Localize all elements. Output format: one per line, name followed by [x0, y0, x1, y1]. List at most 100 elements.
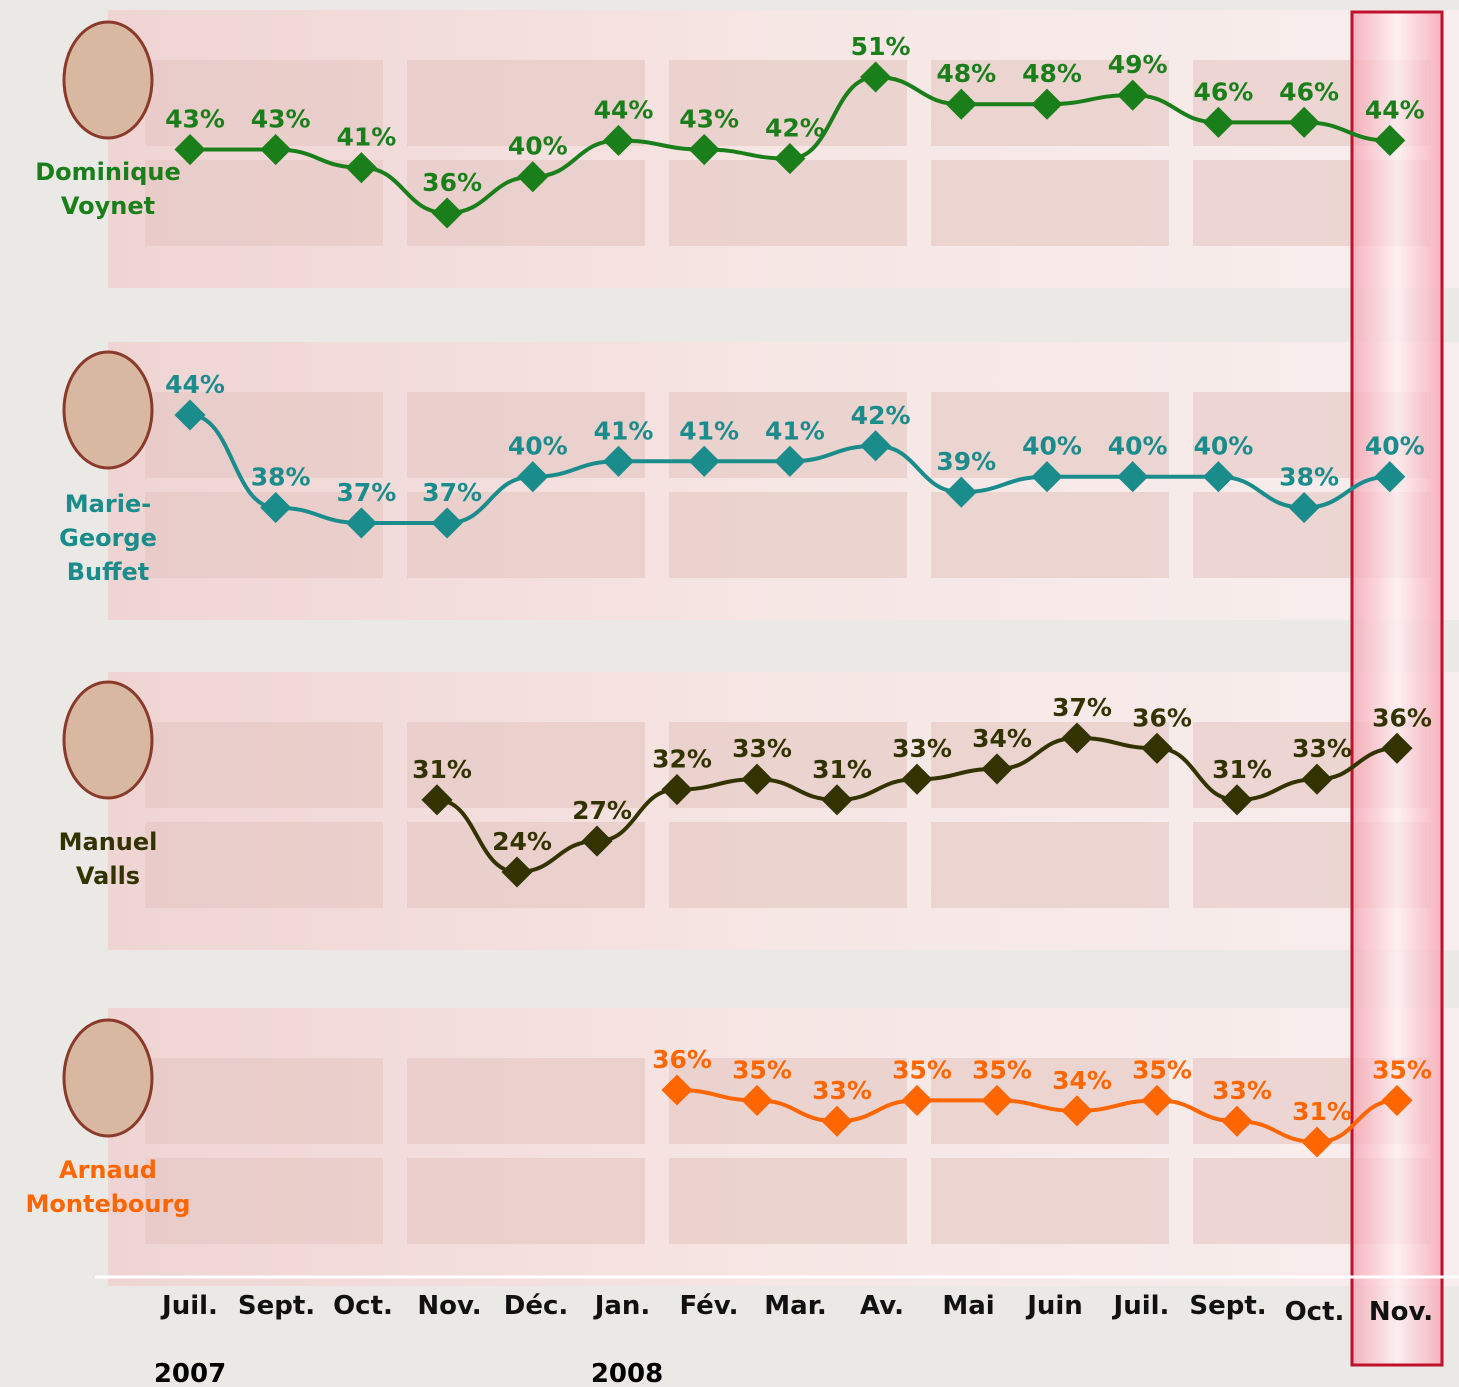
- data-label: 51%: [851, 32, 911, 61]
- x-tick-label: Sept.: [238, 1291, 315, 1321]
- year-label: 2008: [591, 1359, 663, 1387]
- point-marker: [1031, 461, 1063, 493]
- data-label: 43%: [251, 105, 311, 134]
- photo-tile: [145, 822, 383, 908]
- data-label: 36%: [1132, 703, 1192, 732]
- data-label: 35%: [1132, 1055, 1192, 1084]
- data-label: 33%: [1212, 1076, 1272, 1105]
- point-marker: [431, 507, 463, 539]
- point-marker: [1221, 1105, 1253, 1137]
- data-label: 35%: [892, 1055, 952, 1084]
- data-label: 33%: [812, 1076, 872, 1105]
- point-marker: [860, 430, 892, 462]
- photo-tile: [145, 1158, 383, 1244]
- photo-tile: [145, 60, 383, 146]
- data-label: 41%: [679, 416, 739, 445]
- data-label: 33%: [732, 734, 792, 763]
- data-label: 31%: [1292, 1097, 1352, 1126]
- panel-background: [108, 10, 1459, 288]
- point-marker: [1141, 1084, 1173, 1116]
- point-marker: [1202, 461, 1234, 493]
- photo-tile: [145, 1058, 383, 1144]
- data-label: 35%: [972, 1055, 1032, 1084]
- point-marker: [774, 445, 806, 477]
- data-label: 32%: [652, 745, 712, 774]
- x-tick-label: Fév.: [679, 1291, 738, 1321]
- point-marker: [174, 133, 206, 166]
- data-label: 44%: [165, 370, 225, 399]
- photo-tile: [669, 492, 907, 578]
- data-label: 41%: [594, 416, 654, 445]
- point-marker: [1301, 1126, 1333, 1158]
- photo-tile: [669, 822, 907, 908]
- photo-tile: [931, 722, 1169, 808]
- photo-tile: [669, 1058, 907, 1144]
- data-label: 37%: [1052, 693, 1112, 722]
- data-label: 42%: [851, 401, 911, 430]
- photo-tile: [931, 160, 1169, 246]
- point-marker: [1381, 1084, 1413, 1116]
- photo-tile: [407, 1158, 645, 1244]
- data-label: 39%: [936, 447, 996, 476]
- year-label: 2007: [154, 1359, 226, 1387]
- data-label: 34%: [1052, 1066, 1112, 1095]
- x-tick-label: Nov.: [1369, 1297, 1433, 1327]
- photo-tile: [145, 722, 383, 808]
- data-label: 40%: [1022, 432, 1082, 461]
- data-label: 34%: [972, 724, 1032, 753]
- x-tick-label: Juil.: [1112, 1291, 1170, 1321]
- data-label: 31%: [1212, 755, 1272, 784]
- data-label: 44%: [1365, 95, 1425, 124]
- panel-background: [108, 1008, 1459, 1286]
- data-label: 35%: [732, 1055, 792, 1084]
- series-name: Arnaud Montebourg: [25, 1156, 191, 1218]
- point-marker: [431, 197, 463, 229]
- highlight-box: [1350, 10, 1444, 1367]
- series-name: Manuel Valls: [58, 828, 158, 890]
- point-marker: [260, 492, 292, 524]
- series-name: Marie-George Buffet: [59, 490, 157, 586]
- data-label: 37%: [336, 478, 396, 507]
- series-name: Dominique Voynet: [35, 158, 181, 220]
- data-label: 36%: [422, 168, 482, 197]
- point-marker: [260, 133, 292, 166]
- series-line: [676, 1088, 1398, 1145]
- photo-tile: [931, 392, 1169, 478]
- data-label: 24%: [492, 827, 552, 856]
- data-label: 43%: [165, 105, 225, 134]
- data-label: 37%: [422, 478, 482, 507]
- data-label: 40%: [1193, 432, 1253, 461]
- photo-tile: [407, 60, 645, 146]
- x-tick-label: Sept.: [1189, 1291, 1266, 1321]
- data-label: 48%: [1022, 59, 1082, 88]
- photo-tile: [407, 722, 645, 808]
- x-tick-label: Jan.: [593, 1291, 651, 1321]
- photo-tile: [407, 1058, 645, 1144]
- point-marker: [1061, 1095, 1093, 1127]
- panel-background: [108, 342, 1459, 620]
- data-label: 33%: [1292, 734, 1352, 763]
- photo-tile: [669, 1158, 907, 1244]
- x-tick-label: Mar.: [764, 1291, 826, 1321]
- portrait: [62, 1018, 154, 1138]
- panel-background: [108, 672, 1459, 950]
- data-label: 41%: [336, 123, 396, 152]
- photo-tile: [669, 160, 907, 246]
- x-tick-label: Av.: [860, 1291, 904, 1321]
- photo-tile: [931, 1158, 1169, 1244]
- x-tick-label: Déc.: [504, 1291, 569, 1321]
- photo-tile: [931, 492, 1169, 578]
- data-label: 48%: [936, 59, 996, 88]
- data-label: 42%: [765, 114, 825, 143]
- point-marker: [688, 445, 720, 477]
- data-label: 36%: [1372, 703, 1432, 732]
- portrait: [62, 350, 154, 470]
- point-marker: [602, 445, 635, 477]
- data-label: 36%: [652, 1045, 712, 1074]
- point-marker: [517, 461, 549, 493]
- portrait: [62, 680, 154, 800]
- data-label: 41%: [765, 416, 825, 445]
- data-label: 44%: [594, 95, 654, 124]
- x-tick-label: Juil.: [160, 1291, 218, 1321]
